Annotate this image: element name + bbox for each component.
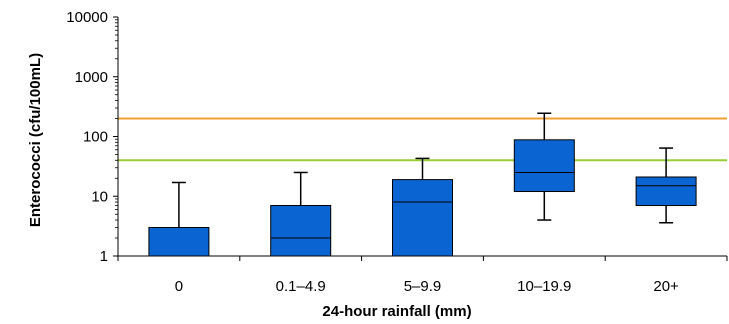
x-axis-title: 24-hour rainfall (mm)	[322, 303, 471, 320]
y-tick-label: 1	[100, 248, 108, 265]
x-tick-label: 20+	[653, 278, 679, 295]
box-3	[513, 112, 575, 221]
x-tick-label: 0	[175, 278, 183, 295]
box-body	[392, 179, 453, 257]
box-1	[270, 171, 332, 257]
box-body	[513, 139, 575, 193]
y-tick-label: 100	[83, 129, 108, 146]
y-axis-title: Enterococci (cfu/100mL)	[27, 53, 44, 227]
y-tick-label: 1000	[75, 69, 108, 86]
box-body	[635, 176, 697, 207]
box-body	[270, 205, 332, 257]
y-axis-ticks: 1 10 100 1000 10000	[66, 9, 118, 265]
box-body	[148, 226, 210, 257]
x-tick-label: 0.1–4.9	[276, 278, 326, 295]
x-axis-ticks: 0 0.1–4.9 5–9.9 10–19.9 20+	[117, 256, 728, 295]
y-tick-label: 10	[91, 188, 108, 205]
x-tick-label: 5–9.9	[404, 278, 442, 295]
x-tick-label: 10–19.9	[517, 278, 571, 295]
box-series	[148, 112, 697, 257]
reference-lines	[118, 117, 727, 162]
box-0	[148, 181, 210, 257]
y-tick-label: 10000	[66, 9, 108, 26]
box-4	[635, 147, 697, 224]
box-2	[392, 157, 453, 257]
